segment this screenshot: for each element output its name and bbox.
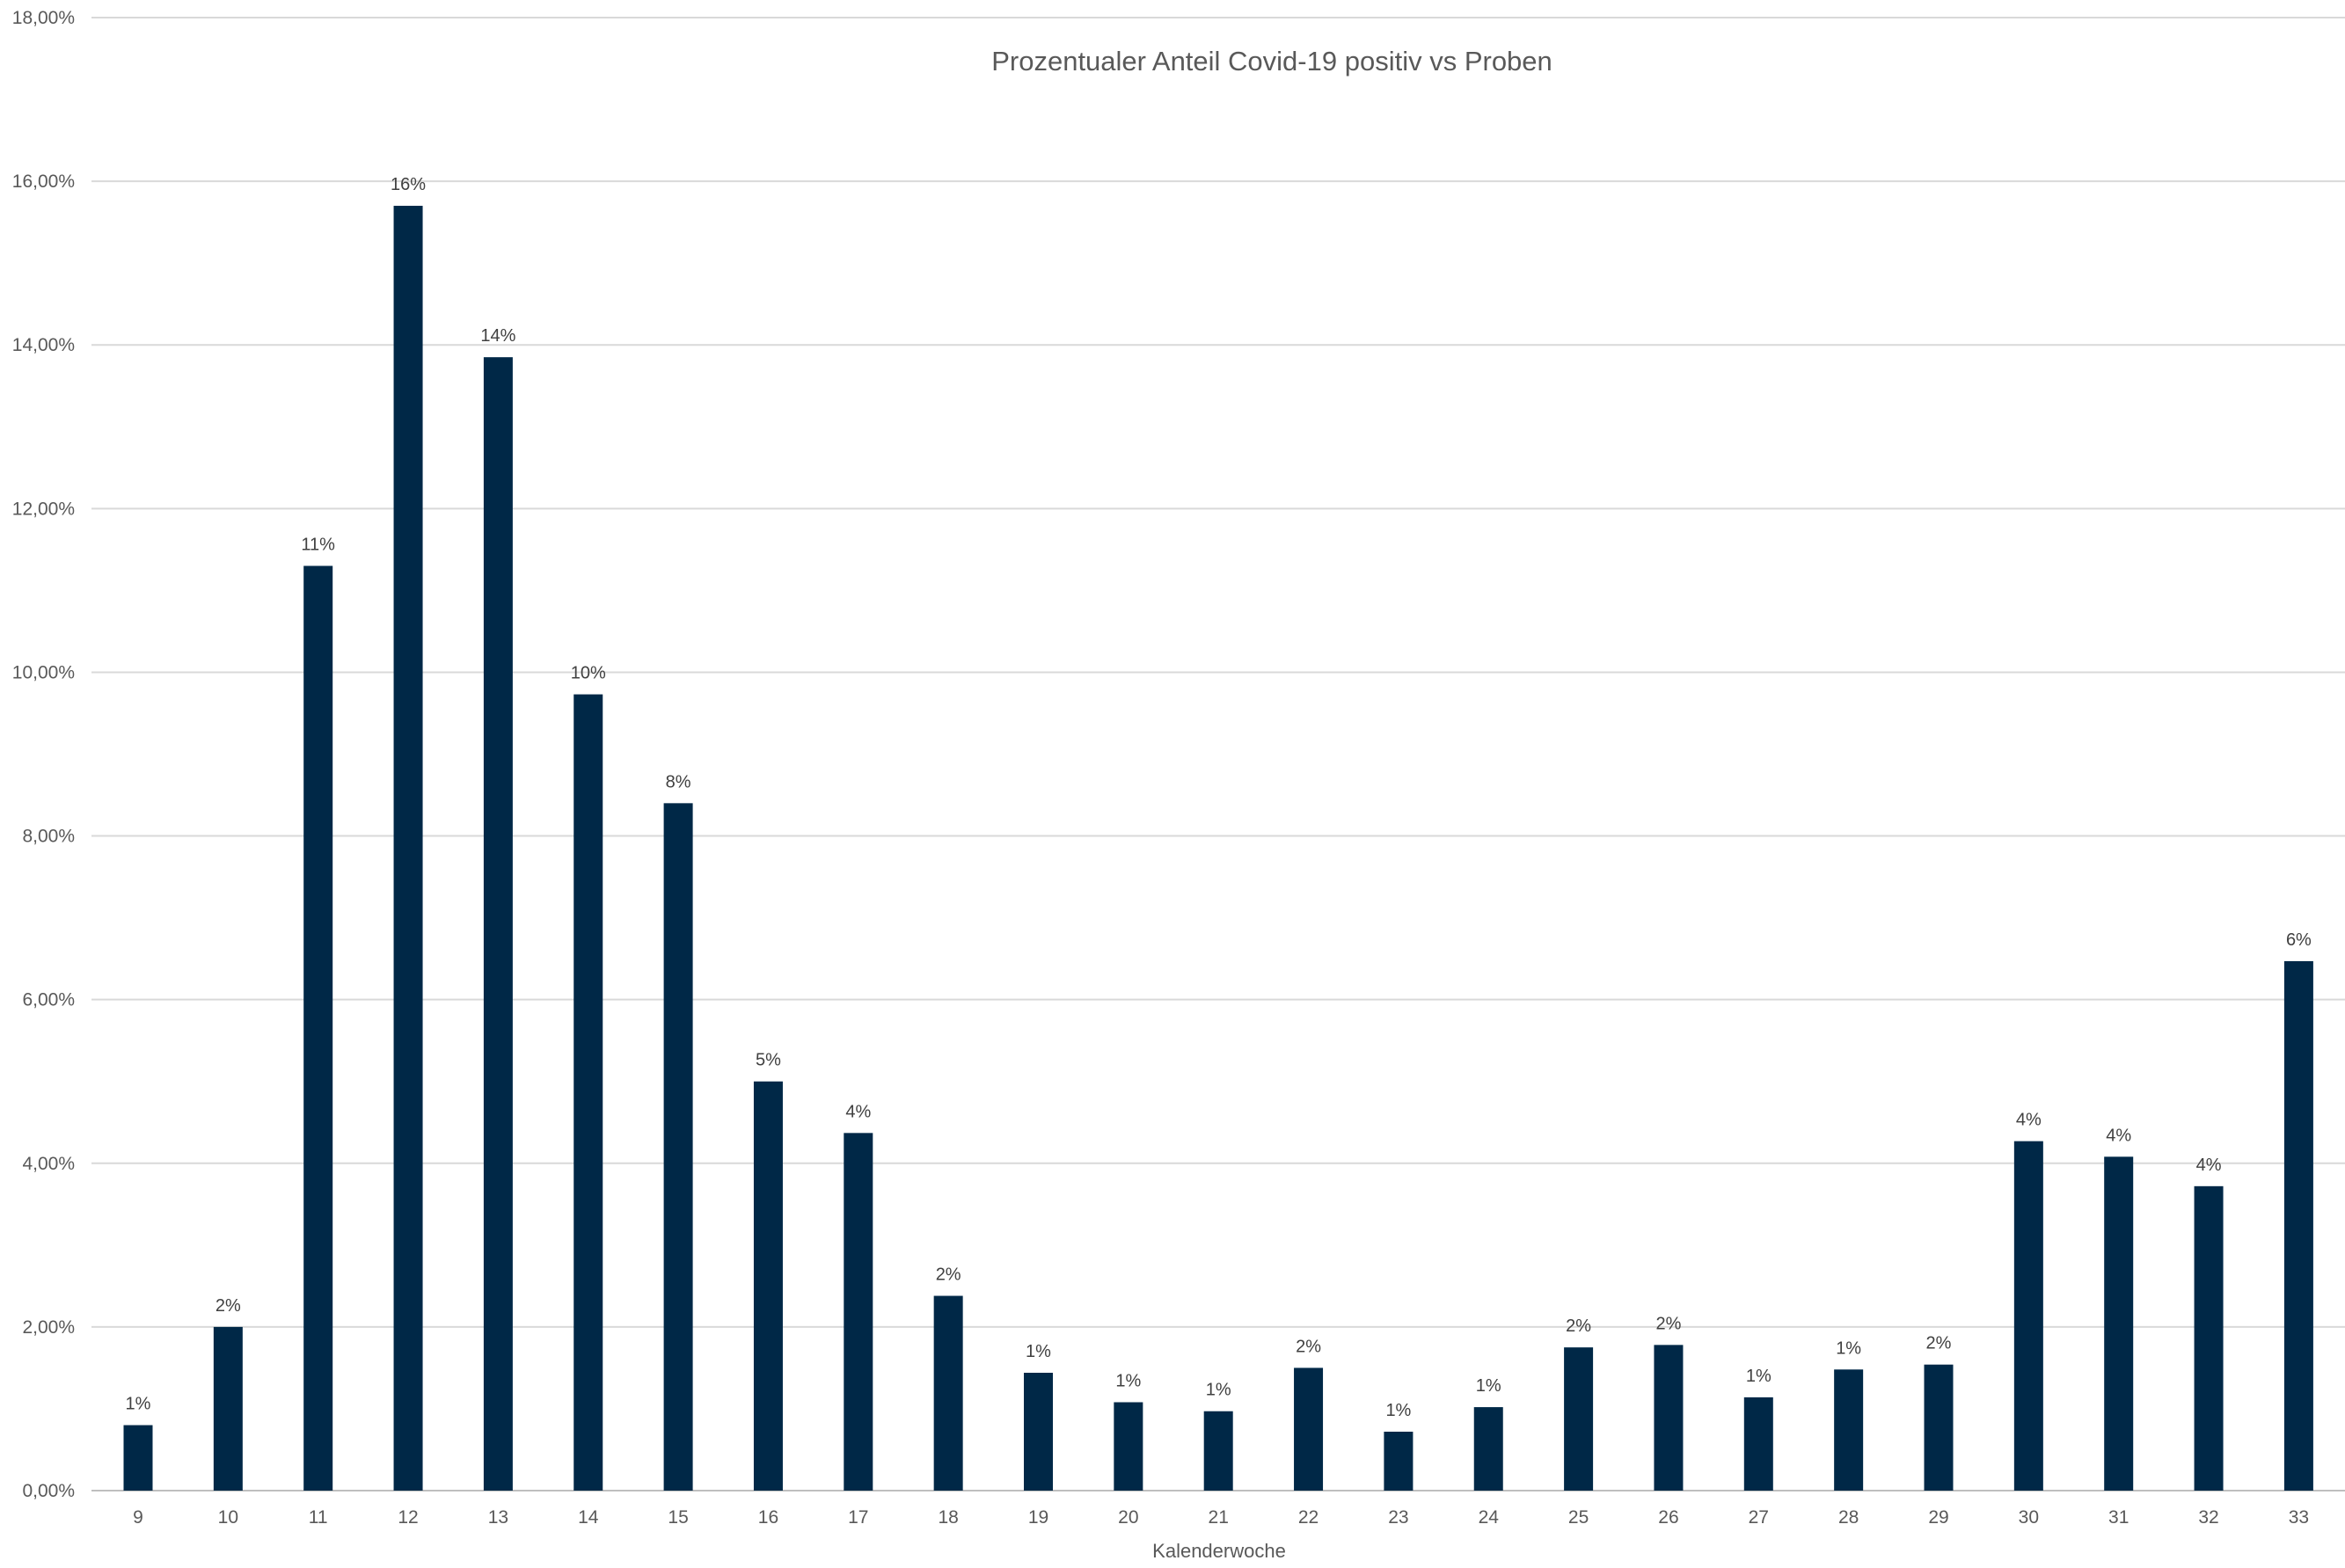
data-label: 16% (391, 175, 426, 194)
bar (1564, 1347, 1594, 1491)
bar (1384, 1432, 1414, 1491)
data-label: 1% (1836, 1338, 1861, 1358)
chart-title: Prozentualer Anteil Covid-19 positiv vs … (991, 46, 1552, 77)
bar (753, 1081, 783, 1491)
y-axis-ticks: 0,00% 2,00% 4,00% 6,00% 8,00% 10,00% 12,00% 14,… (12, 8, 75, 1501)
data-label: 2% (936, 1265, 961, 1285)
data-label: 4% (845, 1102, 871, 1121)
x-axis-ticks: 9 10 11 12 13 14 15 16 17 18 19 20 21 22 23 24 25 26 27 28 2… (133, 1507, 2309, 1528)
bar (483, 357, 513, 1491)
x-tick-label: 14 (578, 1507, 599, 1528)
data-label: 1% (1115, 1372, 1141, 1391)
bar (2013, 1141, 2043, 1491)
bar (2194, 1185, 2224, 1491)
x-tick-label: 27 (1749, 1507, 1769, 1528)
bar (213, 1326, 243, 1491)
x-axis-title: Kalenderwoche (1152, 1540, 1286, 1562)
data-label: 1% (1385, 1401, 1411, 1420)
y-tick-label: 0,00% (22, 1481, 75, 1501)
data-label: 1% (1026, 1342, 1051, 1361)
x-tick-label: 17 (848, 1507, 868, 1528)
x-tick-label: 13 (488, 1507, 508, 1528)
x-tick-label: 11 (309, 1507, 328, 1528)
bar (844, 1133, 873, 1491)
data-label: 8% (666, 772, 691, 791)
data-label: 1% (126, 1395, 151, 1414)
x-tick-label: 24 (1479, 1507, 1500, 1528)
bar (2104, 1156, 2134, 1491)
data-label: 11% (301, 535, 335, 554)
x-tick-label: 28 (1838, 1507, 1859, 1528)
x-tick-label: 9 (133, 1507, 143, 1528)
y-tick-label: 2,00% (22, 1317, 75, 1338)
bar (933, 1295, 963, 1491)
y-tick-label: 10,00% (12, 662, 75, 682)
data-label: 1% (1746, 1367, 1772, 1386)
x-tick-label: 10 (218, 1507, 238, 1528)
y-tick-label: 8,00% (22, 827, 75, 847)
data-label: 4% (2196, 1156, 2222, 1175)
x-tick-label: 15 (668, 1507, 688, 1528)
data-label: 2% (1296, 1337, 1321, 1356)
x-tick-label: 29 (1928, 1507, 1948, 1528)
data-label: 5% (756, 1051, 781, 1070)
bar (1743, 1397, 1773, 1491)
bar (123, 1425, 153, 1491)
y-tick-label: 12,00% (12, 499, 75, 519)
data-label: 2% (1566, 1316, 1591, 1336)
x-tick-label: 26 (1658, 1507, 1678, 1528)
bar (1473, 1407, 1503, 1491)
bar (1114, 1402, 1143, 1491)
data-label: 2% (1655, 1314, 1681, 1333)
x-tick-label: 21 (1209, 1507, 1229, 1528)
bar (573, 694, 603, 1491)
bar (1654, 1345, 1684, 1491)
bar (1024, 1373, 1053, 1491)
gridlines (91, 17, 2345, 1491)
y-tick-label: 18,00% (12, 8, 75, 28)
data-label: 10% (571, 664, 606, 683)
bar (663, 803, 693, 1491)
data-label: 1% (1206, 1381, 1231, 1400)
x-tick-label: 32 (2198, 1507, 2218, 1528)
x-tick-label: 18 (938, 1507, 958, 1528)
x-tick-label: 25 (1568, 1507, 1589, 1528)
bar (1294, 1367, 1324, 1491)
bar (1924, 1364, 1954, 1491)
y-tick-label: 6,00% (22, 990, 75, 1010)
data-label: 2% (1926, 1334, 1952, 1353)
x-tick-label: 20 (1118, 1507, 1138, 1528)
bar (1203, 1411, 1233, 1491)
bar (2283, 960, 2313, 1491)
x-tick-label: 31 (2108, 1507, 2129, 1528)
y-tick-label: 14,00% (12, 335, 75, 355)
x-tick-label: 23 (1388, 1507, 1408, 1528)
y-tick-label: 16,00% (12, 171, 75, 192)
bar (393, 206, 423, 1491)
data-labels: 1% 2% 11% 16% 14% 10% 8% 5% 4% 2% 1% 1% 1% 2% 1% 1% 2% 2%… (126, 175, 2312, 1420)
x-tick-label: 33 (2289, 1507, 2309, 1528)
bars (123, 206, 2313, 1491)
data-label: 14% (480, 326, 515, 346)
x-tick-label: 22 (1298, 1507, 1319, 1528)
x-tick-label: 16 (758, 1507, 778, 1528)
data-label: 1% (1476, 1376, 1501, 1396)
data-label: 4% (2106, 1126, 2131, 1145)
x-tick-label: 12 (398, 1507, 418, 1528)
x-tick-label: 19 (1028, 1507, 1048, 1528)
bar (1834, 1369, 1864, 1491)
data-label: 2% (216, 1296, 241, 1316)
data-label: 4% (2016, 1111, 2042, 1130)
y-tick-label: 4,00% (22, 1154, 75, 1174)
bar (303, 565, 333, 1491)
data-label: 6% (2286, 930, 2312, 950)
x-tick-label: 30 (2019, 1507, 2039, 1528)
